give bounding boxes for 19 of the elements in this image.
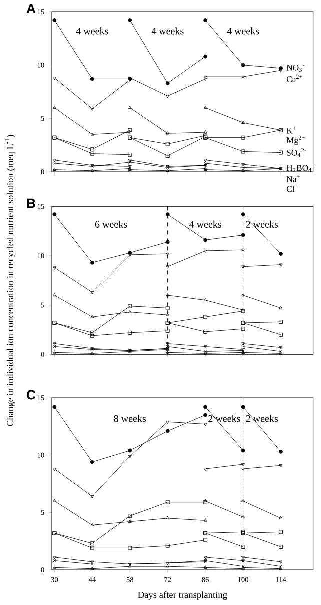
annotation: 8 weeks: [114, 415, 146, 422]
chart-title: B: [27, 198, 36, 208]
annotation: 4 weeks: [190, 220, 222, 228]
chart-title: C: [26, 390, 36, 400]
chart-title: A: [26, 4, 36, 14]
annotation: 2 weeks: [208, 415, 240, 422]
annotation: 4 weeks: [152, 28, 184, 35]
annotation: 2 weeks: [246, 220, 278, 228]
x-axis-title: Days after transplanting: [138, 591, 228, 600]
series-label: Ca$^{2+}$: [286, 74, 302, 82]
y-axis-title: Change in individual ion concentration in recycled nutrient solution (meq L$^{-1}$): [4, 135, 16, 426]
series-label: Na$^{+}$: [286, 175, 300, 182]
annotation: 6 weeks: [95, 220, 128, 228]
series-label: K$^{+}$: [286, 126, 296, 134]
series-label: Cl$^{-}$: [286, 186, 297, 192]
annotation: 4 weeks: [76, 28, 108, 35]
series-label: Mg$^{2+}$: [286, 136, 305, 146]
annotation: 4 weeks: [227, 28, 260, 35]
annotation: 2 weeks: [246, 415, 278, 422]
